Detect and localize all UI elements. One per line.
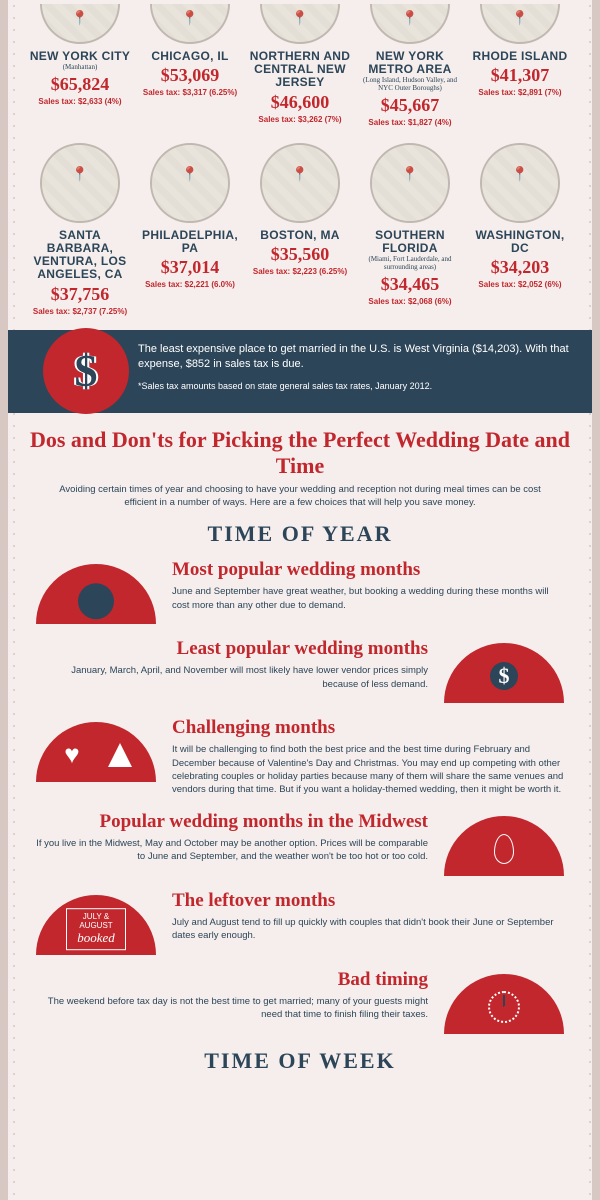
- tip-leftover: JULY & AUGUSTbooked The leftover months …: [28, 890, 572, 955]
- city-tax: Sales tax: $2,221 (6.0%): [138, 280, 242, 289]
- map-icon: [40, 4, 120, 44]
- booked-bottom: booked: [77, 930, 115, 945]
- city-tax: Sales tax: $2,891 (7%): [468, 88, 572, 97]
- page: NEW YORK CITY (Manhattan) $65,824 Sales …: [0, 0, 600, 1200]
- tip-least-popular: $ Least popular wedding months January, …: [28, 638, 572, 703]
- tip-popular-months: Most popular wedding months June and Sep…: [28, 559, 572, 624]
- map-icon: [260, 4, 340, 44]
- booked-top: JULY & AUGUST: [79, 912, 112, 930]
- city-name: CHICAGO, IL: [138, 50, 242, 63]
- city-price: $34,465: [358, 274, 462, 295]
- city-card: CHICAGO, IL $53,069 Sales tax: $3,317 (6…: [138, 4, 242, 127]
- city-tax: Sales tax: $1,827 (4%): [358, 118, 462, 127]
- city-card: NEW YORK CITY (Manhattan) $65,824 Sales …: [28, 4, 132, 127]
- city-name: BOSTON, MA: [248, 229, 352, 242]
- city-name: PHILADELPHIA, PA: [138, 229, 242, 255]
- leaf-icon: [444, 811, 564, 876]
- cities-row-1: NEW YORK CITY (Manhattan) $65,824 Sales …: [28, 0, 572, 127]
- dos-donts-title: Dos and Don'ts for Picking the Perfect W…: [28, 427, 572, 479]
- city-name: RHODE ISLAND: [468, 50, 572, 63]
- city-price: $37,014: [138, 257, 242, 278]
- clock-icon: [444, 969, 564, 1034]
- city-card: SANTA BARBARA, VENTURA, LOS ANGELES, CA …: [28, 143, 132, 316]
- city-tax: Sales tax: $2,737 (7.25%): [28, 307, 132, 316]
- tip-text: July and August tend to fill up quickly …: [172, 916, 564, 943]
- city-tax: Sales tax: $2,068 (6%): [358, 297, 462, 306]
- map-icon: [370, 143, 450, 223]
- city-card: PHILADELPHIA, PA $37,014 Sales tax: $2,2…: [138, 143, 242, 316]
- map-icon: [40, 143, 120, 223]
- time-of-week-heading: TIME OF WEEK: [28, 1048, 572, 1074]
- tip-text: The weekend before tax day is not the be…: [36, 995, 428, 1022]
- city-name: WASHINGTON, DC: [468, 229, 572, 255]
- city-name: NEW YORK METRO AREA: [358, 50, 462, 76]
- tip-midwest: Popular wedding months in the Midwest If…: [28, 811, 572, 876]
- map-icon: [370, 4, 450, 44]
- map-icon: [480, 143, 560, 223]
- city-price: $41,307: [468, 65, 572, 86]
- cities-row-2: SANTA BARBARA, VENTURA, LOS ANGELES, CA …: [28, 139, 572, 316]
- dos-donts-desc: Avoiding certain times of year and choos…: [28, 483, 572, 510]
- tip-title: Least popular wedding months: [36, 638, 428, 660]
- map-icon: [150, 4, 230, 44]
- tip-bad-timing: Bad timing The weekend before tax day is…: [28, 969, 572, 1034]
- time-of-year-heading: TIME OF YEAR: [28, 521, 572, 547]
- dollar-badge-icon: $: [43, 328, 129, 414]
- city-tax: Sales tax: $3,317 (6.25%): [138, 88, 242, 97]
- city-price: $65,824: [28, 74, 132, 95]
- city-price: $45,667: [358, 95, 462, 116]
- tip-text: If you live in the Midwest, May and Octo…: [36, 837, 428, 864]
- city-name: SOUTHERN FLORIDA: [358, 229, 462, 255]
- map-icon: [150, 143, 230, 223]
- city-card: NEW YORK METRO AREA (Long Island, Hudson…: [358, 4, 462, 127]
- city-tax: Sales tax: $2,633 (4%): [28, 97, 132, 106]
- callout-text: The least expensive place to get married…: [138, 342, 572, 373]
- callout-banner: $ The least expensive place to get marri…: [8, 330, 592, 413]
- tip-title: The leftover months: [172, 890, 564, 912]
- booked-icon: JULY & AUGUSTbooked: [36, 890, 156, 955]
- city-card: NORTHERN AND CENTRAL NEW JERSEY $46,600 …: [248, 4, 352, 127]
- city-card: RHODE ISLAND $41,307 Sales tax: $2,891 (…: [468, 4, 572, 127]
- money-icon: $: [444, 638, 564, 703]
- city-price: $35,560: [248, 244, 352, 265]
- heart-tree-icon: ♥: [36, 717, 156, 782]
- city-name: NEW YORK CITY: [28, 50, 132, 63]
- tip-title: Popular wedding months in the Midwest: [36, 811, 428, 833]
- tip-title: Most popular wedding months: [172, 559, 564, 581]
- inner-content: NEW YORK CITY (Manhattan) $65,824 Sales …: [20, 0, 580, 1200]
- city-tax: Sales tax: $2,052 (6%): [468, 280, 572, 289]
- sun-icon: [36, 559, 156, 624]
- city-card: WASHINGTON, DC $34,203 Sales tax: $2,052…: [468, 143, 572, 316]
- tip-title: Bad timing: [36, 969, 428, 991]
- city-tax: Sales tax: $2,223 (6.25%): [248, 267, 352, 276]
- callout-note: *Sales tax amounts based on state genera…: [138, 380, 572, 393]
- tip-text: January, March, April, and November will…: [36, 664, 428, 691]
- tip-challenging: ♥ Challenging months It will be challeng…: [28, 717, 572, 796]
- city-price: $46,600: [248, 92, 352, 113]
- city-name: NORTHERN AND CENTRAL NEW JERSEY: [248, 50, 352, 90]
- map-icon: [260, 143, 340, 223]
- city-price: $53,069: [138, 65, 242, 86]
- city-tax: Sales tax: $3,262 (7%): [248, 115, 352, 124]
- tip-title: Challenging months: [172, 717, 564, 739]
- city-card: SOUTHERN FLORIDA (Miami, Fort Lauderdale…: [358, 143, 462, 316]
- city-price: $34,203: [468, 257, 572, 278]
- city-sub: (Manhattan): [28, 64, 132, 72]
- city-sub: (Miami, Fort Lauderdale, and surrounding…: [358, 256, 462, 271]
- tip-text: June and September have great weather, b…: [172, 585, 564, 612]
- city-card: BOSTON, MA $35,560 Sales tax: $2,223 (6.…: [248, 143, 352, 316]
- map-icon: [480, 4, 560, 44]
- city-sub: (Long Island, Hudson Valley, and NYC Out…: [358, 77, 462, 92]
- tip-text: It will be challenging to find both the …: [172, 743, 564, 796]
- city-price: $37,756: [28, 284, 132, 305]
- city-name: SANTA BARBARA, VENTURA, LOS ANGELES, CA: [28, 229, 132, 282]
